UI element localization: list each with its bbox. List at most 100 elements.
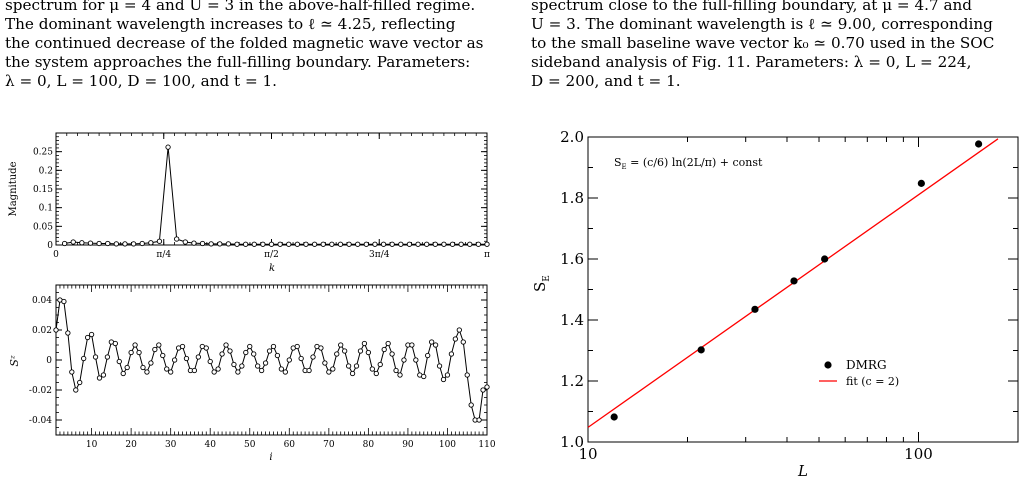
spin-point bbox=[84, 334, 91, 341]
magnitude-point bbox=[260, 241, 266, 247]
spin-point bbox=[401, 357, 407, 363]
spin-point bbox=[160, 352, 166, 359]
spin-point bbox=[69, 369, 75, 375]
spin-point bbox=[96, 375, 103, 381]
magnitude-point bbox=[242, 241, 249, 247]
dmrg-point bbox=[975, 140, 983, 148]
spin-point bbox=[428, 339, 435, 345]
magnitude-point bbox=[432, 241, 438, 247]
magnitude-point bbox=[165, 144, 171, 150]
spin-point bbox=[251, 351, 257, 357]
x-tick-label: π/4 bbox=[156, 250, 171, 260]
spin-point bbox=[77, 379, 83, 386]
magnitude-point bbox=[96, 240, 102, 247]
y-tick-label: -0.02 bbox=[29, 386, 52, 396]
spin-point bbox=[460, 339, 466, 345]
right-caption-text: spectrum close to the full-filling bound… bbox=[531, 0, 1023, 91]
spin-point bbox=[211, 369, 217, 375]
spin-point bbox=[464, 372, 470, 378]
spin-point bbox=[231, 361, 237, 368]
caption-line: the continued decrease of the folded mag… bbox=[5, 34, 484, 52]
spin-point bbox=[282, 369, 288, 375]
dmrg-point bbox=[751, 305, 759, 313]
spin-point bbox=[65, 330, 71, 336]
magnitude-point bbox=[122, 241, 128, 247]
magnitude-point bbox=[355, 241, 361, 247]
magnitude-point bbox=[191, 240, 197, 246]
spin-point bbox=[409, 342, 415, 348]
caption-line: D = 200, and t = 1. bbox=[531, 72, 681, 90]
spin-point bbox=[326, 369, 332, 375]
spin-point bbox=[164, 366, 170, 372]
spin-point bbox=[476, 417, 482, 423]
annotation-formula: = (c/6) ln(2L/π) + const bbox=[627, 156, 763, 169]
spin-point bbox=[171, 357, 178, 363]
spin-point bbox=[432, 342, 439, 348]
x-tick-label: 110 bbox=[478, 440, 495, 450]
magnitude-point bbox=[139, 240, 145, 247]
x-tick-label: 0 bbox=[53, 250, 59, 260]
dmrg-point bbox=[821, 255, 829, 263]
spin-point bbox=[468, 402, 474, 408]
spin-point bbox=[183, 355, 190, 362]
spin-point bbox=[128, 349, 134, 356]
spin-point bbox=[294, 343, 300, 350]
magnitude-point bbox=[363, 241, 369, 247]
magnitude-point bbox=[268, 241, 275, 247]
magnitude-point bbox=[156, 238, 163, 244]
spin-point bbox=[365, 349, 372, 356]
spin-point bbox=[397, 372, 403, 378]
spin-point bbox=[73, 387, 79, 393]
y-axis-label: Sᶻ bbox=[8, 355, 21, 367]
x-tick-label: 70 bbox=[323, 440, 335, 450]
spin-point bbox=[247, 343, 253, 350]
y-tick-label: 0.25 bbox=[33, 148, 53, 158]
dmrg-point bbox=[610, 413, 618, 421]
spin-point bbox=[255, 363, 261, 369]
x-tick-label: 90 bbox=[402, 440, 414, 450]
x-tick-label: 50 bbox=[244, 440, 256, 450]
spin-point bbox=[239, 363, 245, 369]
magnitude-point bbox=[449, 241, 456, 247]
magnitude-point bbox=[406, 241, 413, 247]
legend: DMRG fit (c = 2) bbox=[819, 358, 899, 388]
magnitude-point bbox=[398, 241, 404, 247]
magnitude-point bbox=[174, 236, 180, 242]
y-tick-label: 0.15 bbox=[33, 185, 53, 195]
spin-point bbox=[278, 366, 285, 372]
legend-marker-dmrg bbox=[824, 361, 832, 369]
spin-point bbox=[322, 360, 328, 366]
spin-point bbox=[262, 360, 269, 366]
spin-point bbox=[116, 358, 122, 365]
plot-frame bbox=[587, 136, 1019, 443]
spin-point bbox=[369, 366, 375, 372]
magnitude-point bbox=[424, 241, 430, 247]
spin-point bbox=[144, 369, 150, 375]
spin-point bbox=[345, 363, 352, 369]
magnitude-point bbox=[79, 240, 85, 246]
magnitude-point bbox=[346, 241, 352, 247]
x-tick-label: 40 bbox=[204, 440, 216, 450]
magnitude-point bbox=[70, 239, 76, 245]
magnitude-point bbox=[294, 241, 301, 247]
y-tick-label: 1.0 bbox=[560, 433, 584, 451]
spin-point bbox=[156, 342, 162, 348]
x-tick-label: 100 bbox=[439, 440, 456, 450]
magnitude-point bbox=[475, 241, 482, 247]
x-tick-label: 80 bbox=[363, 440, 375, 450]
magnitude-point bbox=[372, 241, 378, 247]
caption-line: to the small baseline wave vector k₀ ≃ 0… bbox=[531, 34, 995, 52]
spin-point bbox=[61, 298, 67, 305]
x-tick-label: π/2 bbox=[264, 250, 279, 260]
magnitude-point bbox=[286, 241, 292, 247]
y-tick-label: 0.04 bbox=[32, 296, 52, 306]
magnitude-point bbox=[130, 241, 137, 247]
magnitude-point bbox=[320, 241, 326, 247]
left-caption-text: spectrum for μ = 4 and U = 3 in the abov… bbox=[5, 0, 499, 91]
y-tick-label: 2.0 bbox=[560, 128, 584, 146]
spin-point bbox=[235, 369, 241, 375]
spin-point bbox=[243, 349, 249, 356]
annotation-subscript: E bbox=[622, 163, 627, 171]
